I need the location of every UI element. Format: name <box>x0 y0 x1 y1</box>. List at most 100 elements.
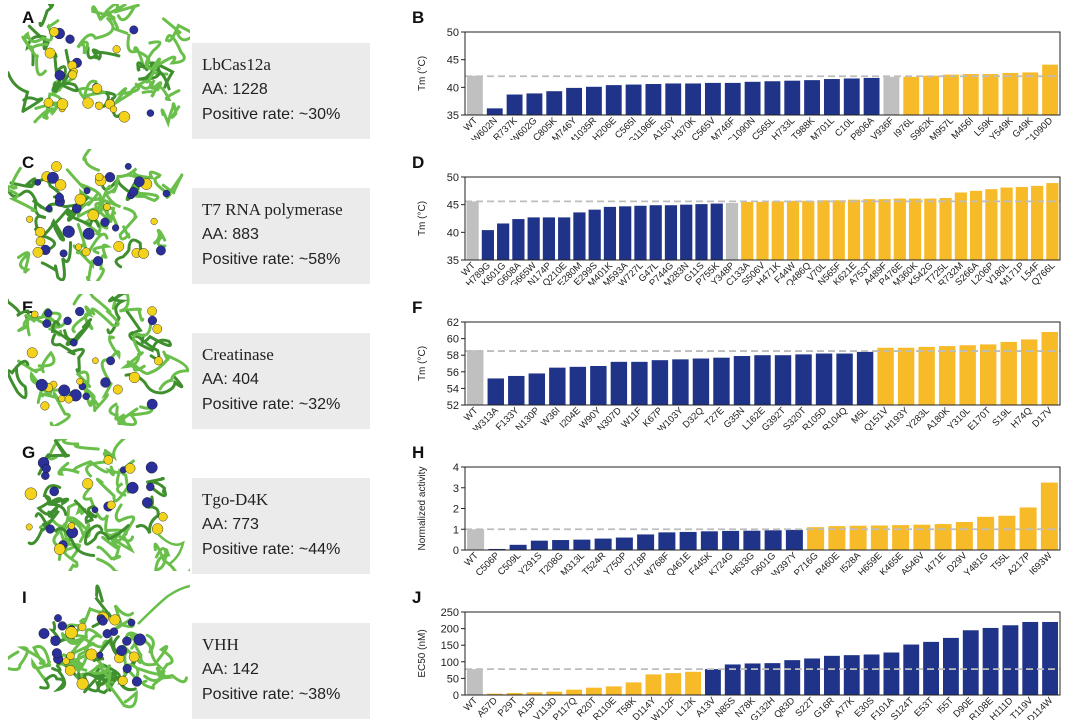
bar-L12K <box>685 671 702 695</box>
ribbon-strand <box>8 71 44 113</box>
negative-residue-sphere <box>51 648 62 659</box>
ribbon-strand <box>82 486 135 543</box>
bar-W727L <box>634 205 647 260</box>
ribbon-cartoon <box>24 439 190 571</box>
info-box-t7: T7 RNA polymerase AA: 883 Positive rate:… <box>192 188 370 284</box>
bar-L162E <box>754 355 771 405</box>
negative-residue-sphere <box>63 316 72 326</box>
positive-residue-sphere <box>49 27 60 37</box>
negative-residue-sphere <box>54 192 64 202</box>
protein-name: Creatinase <box>202 345 274 364</box>
bar-Y310L <box>959 345 976 405</box>
ribbon-strand <box>9 177 62 199</box>
bar-M593A <box>619 206 632 260</box>
panel-row-4: G Tgo-D4K AA: 773 Positive rate: ~44% H … <box>0 435 1080 575</box>
negative-residue-sphere <box>162 189 171 198</box>
bar-H633G <box>743 530 761 550</box>
y-axis-label: Tm (°C) <box>417 346 428 381</box>
positive-residue-sphere <box>77 622 87 632</box>
bar-K601G <box>497 223 510 260</box>
x-tick-label: N85S <box>713 695 738 720</box>
plot-frame <box>464 31 1061 116</box>
info-box-vhh: VHH AA: 142 Positive rate: ~38% <box>192 623 370 719</box>
ribbon-strand <box>109 503 136 545</box>
bar-W11F <box>631 361 648 405</box>
bar-I693W <box>1040 482 1058 550</box>
ribbon-strand <box>105 528 135 554</box>
y-axis-label: Normalized activity <box>417 467 428 551</box>
bar-V70L <box>817 200 830 260</box>
ribbon-strand <box>17 350 56 374</box>
negative-residue-sphere <box>54 614 62 622</box>
protein-aa: AA: 142 <box>202 661 259 678</box>
protein-structure-tgo-d4k <box>24 439 190 571</box>
bar-F133Y <box>508 375 525 405</box>
bar-R732M <box>954 192 967 260</box>
ribbon-strand <box>100 335 121 381</box>
negative-residue-sphere <box>100 377 111 388</box>
chart-j-svg: EC50 (nM)050100150200250WTA57DP29TA15PV1… <box>417 607 1061 720</box>
negative-residue-sphere <box>82 227 95 240</box>
x-tick-label: T27E <box>703 405 727 429</box>
positive-residue-sphere <box>152 523 164 535</box>
x-tick-label: S124T <box>889 695 917 720</box>
bar-M401K <box>603 206 617 260</box>
x-tick-label: D32Q <box>681 405 706 430</box>
ribbon-strand <box>51 76 79 93</box>
bar-G49K <box>1022 72 1039 115</box>
positive-residue-sphere <box>154 356 163 366</box>
ribbon-strand <box>96 535 122 562</box>
positive-residue-sphere <box>64 665 76 676</box>
bar-G1196E <box>645 84 662 115</box>
bar-M701L <box>823 79 840 115</box>
x-tick-label: V936F <box>869 115 897 140</box>
bar-W90Y <box>590 365 607 405</box>
negative-residue-sphere <box>47 171 59 184</box>
y-tick-label: 0 <box>453 690 459 702</box>
bar-WT <box>466 201 479 260</box>
bar-K67P <box>651 360 669 405</box>
bar-H789G <box>481 230 494 260</box>
bar-W768F <box>658 532 676 550</box>
positive-residue-sphere <box>76 377 84 385</box>
x-tick-label: L12K <box>675 695 699 719</box>
negative-residue-sphere <box>75 306 85 317</box>
positive-residue-sphere <box>106 500 116 510</box>
ribbon-strand <box>21 35 49 77</box>
ribbon-strand <box>72 244 95 281</box>
positive-residue-sphere <box>67 522 76 530</box>
bar-I471E <box>934 524 952 550</box>
ribbon-strand <box>92 243 113 281</box>
ribbon-strand <box>86 46 121 61</box>
panel-row-2: C T7 RNA polymerase AA: 883 Positive rat… <box>0 145 1080 285</box>
bar-E170T <box>979 344 997 405</box>
ribbon-strand <box>37 439 71 476</box>
y-tick-label: 0 <box>453 545 459 557</box>
positive-residue-sphere <box>92 357 99 364</box>
bar-G608A <box>512 219 525 260</box>
bar-R108E <box>982 627 999 695</box>
ribbon-strand <box>143 645 174 683</box>
bar-H193Y <box>897 347 915 405</box>
panel-label-a: A <box>22 8 35 27</box>
bar-Q83D <box>784 660 801 695</box>
negative-residue-sphere <box>128 187 139 197</box>
bar-M456I <box>962 74 979 115</box>
y-tick-label: 250 <box>441 607 459 619</box>
positive-residue-sphere <box>35 236 46 247</box>
y-tick-label: 35 <box>447 110 459 122</box>
ribbon-strand <box>153 542 190 571</box>
bar-C10L <box>843 78 860 115</box>
bar-Y549K <box>1002 72 1019 115</box>
positive-residue-sphere <box>64 395 73 404</box>
bar-R737K <box>506 94 523 115</box>
ribbon-strand <box>8 166 37 213</box>
bar-T524R <box>594 538 612 550</box>
negative-residue-sphere <box>50 635 61 646</box>
panel-label-h: H <box>412 443 425 462</box>
x-tick-label: N130P <box>514 405 542 430</box>
y-tick-label: 50 <box>447 172 459 184</box>
bar-P117Q <box>566 689 583 695</box>
bar-H74Q <box>1021 339 1038 405</box>
bar-A546V <box>913 524 931 550</box>
